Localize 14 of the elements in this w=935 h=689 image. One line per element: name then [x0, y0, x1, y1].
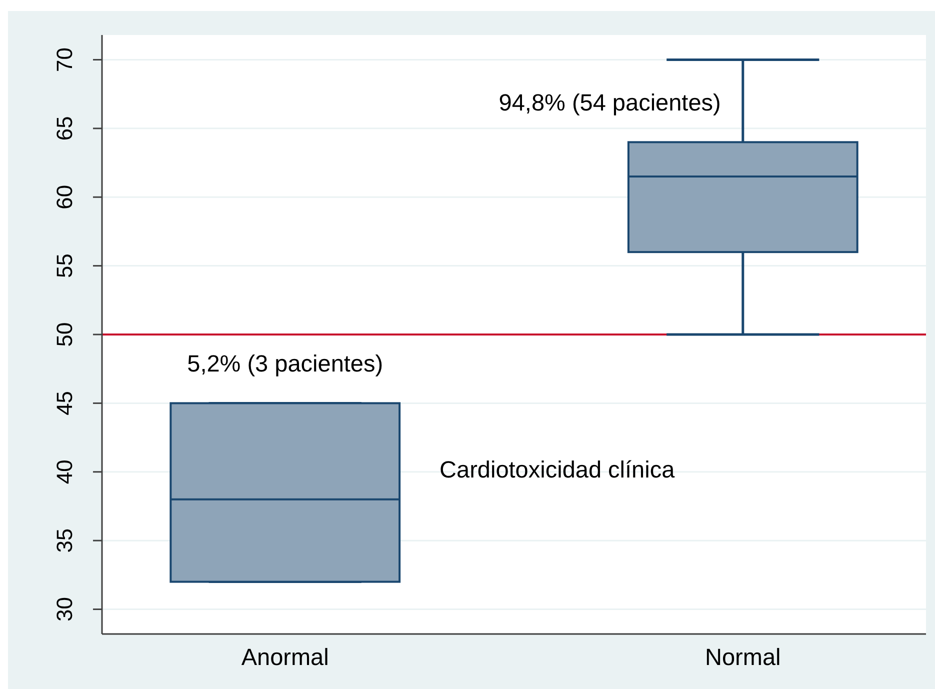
annotation: 94,8% (54 pacientes) — [498, 89, 721, 116]
annotation: 5,2% (3 pacientes) — [187, 350, 384, 376]
y-tick-label: 65 — [52, 116, 77, 141]
y-tick-label: 45 — [52, 390, 77, 416]
x-tick-label: Anormal — [241, 644, 329, 670]
y-tick-label: 55 — [52, 254, 77, 278]
y-tick-label: 35 — [52, 528, 77, 553]
annotation: Cardiotoxicidad clínica — [440, 456, 676, 482]
y-tick-label: 40 — [52, 460, 77, 484]
x-tick-label: Normal — [705, 644, 781, 670]
y-tick-label: 50 — [52, 322, 77, 347]
y-tick-label: 60 — [52, 184, 77, 210]
y-tick-label: 70 — [52, 47, 77, 72]
y-tick-label: 30 — [52, 597, 77, 622]
